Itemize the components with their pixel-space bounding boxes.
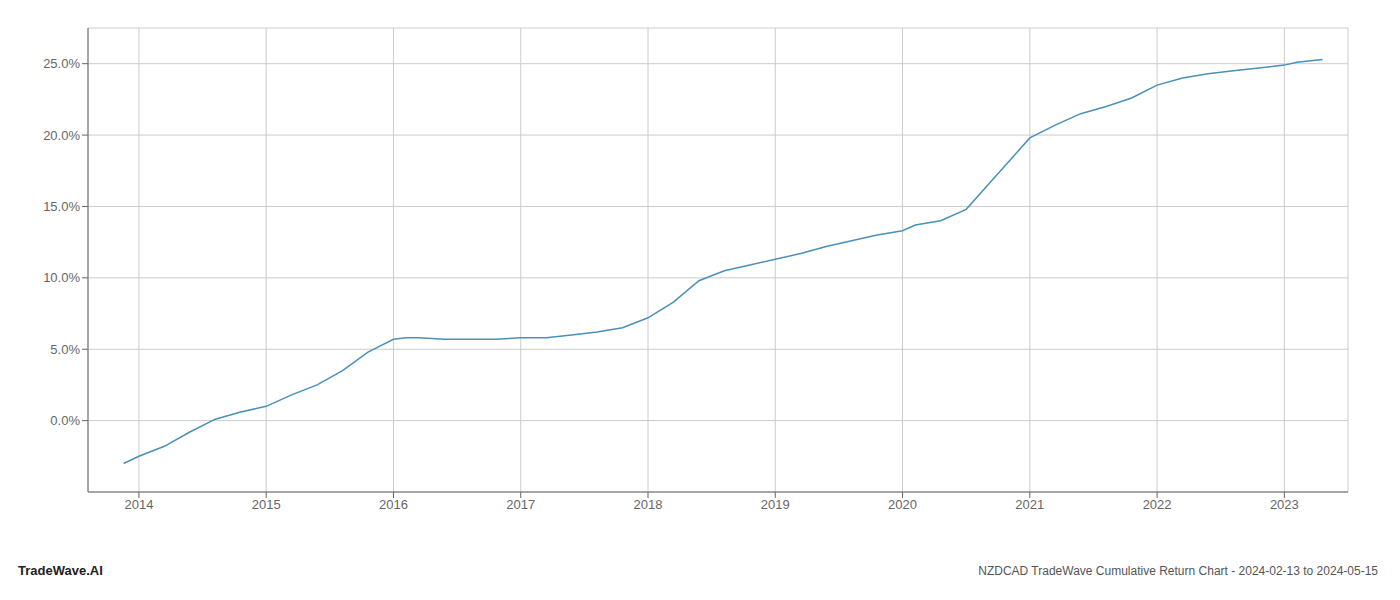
svg-text:2014: 2014: [124, 497, 153, 512]
svg-text:0.0%: 0.0%: [50, 413, 80, 428]
svg-text:2023: 2023: [1270, 497, 1299, 512]
svg-text:25.0%: 25.0%: [43, 56, 80, 71]
svg-text:2017: 2017: [506, 497, 535, 512]
html-text:NZDCAD TradeWave Cumulative Re: NZDCAD TradeWave Cumulative Return Chart…: [978, 564, 1378, 578]
svg-text:15.0%: 15.0%: [43, 199, 80, 214]
svg-text:2019: 2019: [761, 497, 790, 512]
svg-text:2018: 2018: [634, 497, 663, 512]
svg-text:2016: 2016: [379, 497, 408, 512]
svg-text:2015: 2015: [252, 497, 281, 512]
svg-text:2020: 2020: [888, 497, 917, 512]
html-text:TradeWave.AI: TradeWave.AI: [18, 563, 103, 578]
svg-text:2021: 2021: [1015, 497, 1044, 512]
svg-text:2022: 2022: [1143, 497, 1172, 512]
svg-text:10.0%: 10.0%: [43, 270, 80, 285]
svg-text:5.0%: 5.0%: [50, 342, 80, 357]
svg-text:20.0%: 20.0%: [43, 128, 80, 143]
